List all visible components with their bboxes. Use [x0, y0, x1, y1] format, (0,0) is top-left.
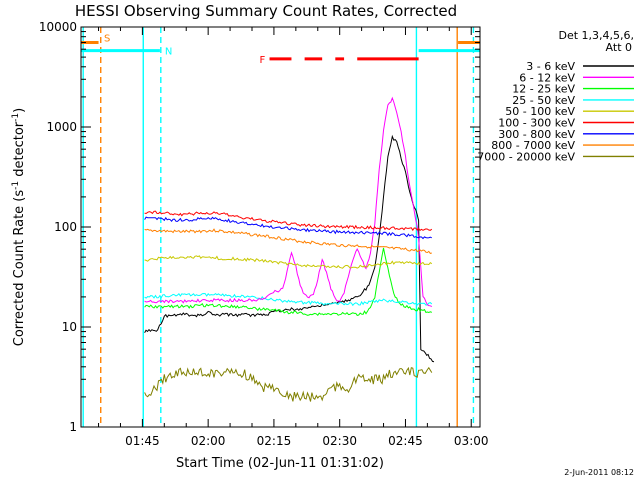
y-axis-label: Corrected Count Rate (s-1 detector-1) — [11, 108, 27, 346]
series-line-6-12keV — [144, 96, 433, 308]
series-line-3-6keV — [144, 134, 435, 363]
series-line-800-7000keV — [144, 228, 432, 254]
x-tick-label: 02:30 — [322, 434, 357, 448]
series-line-7000-20000keV — [144, 366, 433, 402]
legend-label: 25 - 50 keV — [512, 94, 575, 107]
y-tick-label: 1 — [69, 420, 77, 434]
legend-label: 6 - 12 keV — [519, 71, 575, 84]
legend-label: 300 - 800 keV — [498, 128, 575, 141]
flag-label-F: F — [260, 55, 266, 66]
x-tick-label: 02:00 — [191, 434, 226, 448]
series-line-300-800keV — [144, 216, 432, 240]
x-tick-label: 02:15 — [257, 434, 292, 448]
legend-label: 3 - 6 keV — [526, 60, 575, 73]
legend-header-detectors: Det 1,3,4,5,6, — [558, 29, 634, 42]
legend-label: 7000 - 20000 keV — [477, 150, 575, 163]
y-tick-label: 10 — [62, 320, 77, 334]
legend-label: 50 - 100 keV — [505, 105, 575, 118]
y-tick-label: 100 — [54, 220, 77, 234]
data-series — [144, 96, 435, 402]
status-flags: S N F — [81, 33, 480, 66]
y-axis-ticks: 1 10 100 1000 10000 — [39, 20, 480, 434]
series-line-100-300keV — [144, 210, 433, 232]
footer-date: 2-Jun-2011 08:12 — [564, 468, 634, 477]
plot-frame — [80, 26, 481, 428]
flag-label-S: S — [104, 33, 110, 44]
x-tick-label: 02:45 — [388, 434, 423, 448]
legend-label: 100 - 300 keV — [498, 117, 575, 130]
legend-header-attenuator: Att 0 — [606, 41, 632, 54]
legend-label: 12 - 25 keV — [512, 83, 575, 96]
series-line-12-25keV — [144, 247, 432, 316]
x-tick-label: 01:45 — [125, 434, 160, 448]
y-tick-label: 1000 — [46, 120, 77, 134]
x-tick-label: 03:00 — [454, 434, 489, 448]
flag-label-N: N — [165, 47, 172, 58]
chart-title: HESSI Observing Summary Count Rates, Cor… — [75, 2, 457, 20]
series-line-25-50keV — [144, 292, 433, 307]
y-tick-label: 10000 — [39, 20, 77, 34]
series-line-50-100keV — [144, 255, 433, 269]
legend-label: 800 - 7000 keV — [491, 139, 575, 152]
x-axis-ticks: 01:45 02:00 02:15 02:30 02:45 03:00 — [98, 27, 489, 448]
x-axis-label: Start Time (02-Jun-11 01:31:02) — [176, 456, 384, 471]
